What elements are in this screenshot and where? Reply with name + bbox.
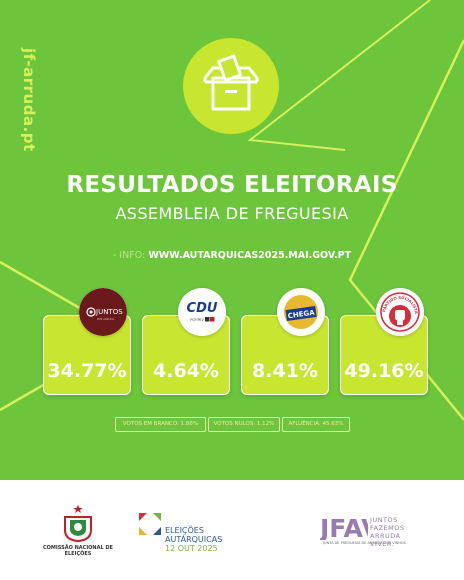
page-subtitle: ASSEMBLEIA DE FREGUESIA [115,204,349,223]
info-prefix: - INFO: [112,250,146,261]
elections-line1: ELEIÇÕES [165,526,204,535]
jfav-slogan-line2: FAZEMOS [370,524,405,532]
ps-fist-logo-icon: PARTIDO SOCIALISTA [376,288,424,336]
cdu-logo-text: CDU [187,301,218,316]
elections-date: 12 OUT 2025 [165,544,218,553]
elections-line2: AUTÁRQUICAS [165,535,223,544]
jfav-slogan-line1: JUNTOS [370,516,398,524]
null-votes-badge: VOTOS NULOS: 1.12% [208,417,280,432]
ballot-box-icon [183,38,279,134]
cne-emblem-icon [64,505,92,542]
jfav-logo: JFAV [320,514,368,540]
site-url-vertical: jf-arruda.pt [20,48,38,152]
cdu-logo-subtext: PCP-PEV [190,318,204,322]
result-card-juntos: 34.77% [43,315,131,395]
footer [0,480,464,580]
jfav-logo-text: JFAV [320,514,368,540]
result-percent: 4.64% [153,360,219,382]
jfav-slogan: JUNTOS FAZEMOS ARRUDA VIVER. [370,516,405,548]
result-percent: 49.16% [344,360,424,382]
result-percent: 8.41% [252,360,318,382]
result-percent: 34.77% [47,360,127,382]
chega-logo-icon: CHEGA [277,288,325,336]
page-title: RESULTADOS ELEITORAIS [66,172,398,198]
elections-logo: ELEIÇÕES AUTÁRQUICAS 12 OUT 2025 [165,526,222,553]
info-line: - INFO: WWW.AUTARQUICAS2025.MAI.GOV.PT [0,250,464,261]
cdu-logo-icon: CDU PCP-PEV [178,288,226,336]
chega-logo-text: CHEGA [287,309,315,321]
jfav-slogan-line3: ARRUDA [370,532,401,540]
cne-label: COMISSÃO NACIONAL DE ELEIÇÕES [43,545,113,557]
juntos-logo-icon: JUNTOS POR ARRUDA [79,288,127,336]
info-url-link[interactable]: WWW.AUTARQUICAS2025.MAI.GOV.PT [148,250,352,261]
juntos-logo-text: JUNTOS [95,308,123,316]
elections-arrows-icon [139,513,161,535]
juntos-logo-subtext: POR ARRUDA [97,317,114,321]
jfav-slogan-line4: VIVER. [370,540,395,548]
turnout-badge: AFLUÊNCIA: 45.63% [282,417,350,432]
jfav-small-text: JUNTA DE FREGUESIA DE ARRUDA DOS VINHOS [323,541,406,545]
blank-votes-badge: VOTOS EM BRANCO: 1.86% [115,417,206,432]
